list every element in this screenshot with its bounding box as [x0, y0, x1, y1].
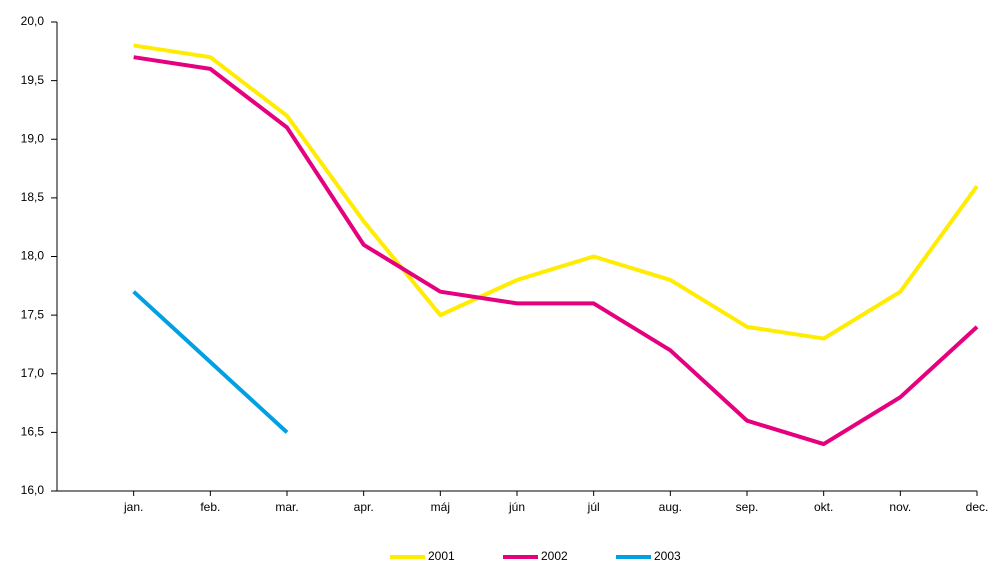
y-tick-label: 19,0 [21, 131, 45, 145]
legend-item: 2003 [616, 549, 681, 563]
y-tick-label: 17,0 [21, 366, 45, 380]
legend-item: 2001 [390, 549, 455, 563]
x-tick-label: apr. [354, 500, 374, 514]
line-series [132, 290, 289, 434]
x-tick-label: nov. [889, 500, 911, 514]
y-tick-label: 18,0 [21, 249, 45, 263]
x-tick-label: mar. [275, 500, 298, 514]
x-tick-label: sep. [736, 500, 759, 514]
line-series [133, 55, 979, 447]
legend-label: 2001 [428, 549, 455, 563]
x-tick-label: aug. [659, 500, 682, 514]
y-tick-label: 20,0 [21, 14, 45, 28]
x-tick-label: jún [508, 500, 525, 514]
x-tick-label: okt. [814, 500, 833, 514]
x-tick-label: júl [587, 500, 600, 514]
y-tick-label: 19,5 [21, 73, 45, 87]
line-series [133, 43, 979, 341]
x-tick-label: jan. [123, 500, 143, 514]
y-tick-label: 18,5 [21, 190, 45, 204]
x-tick-label: máj [431, 500, 450, 514]
x-tick-label: dec. [966, 500, 989, 514]
y-tick-label: 16,5 [21, 425, 45, 439]
y-tick-label: 17,5 [21, 307, 45, 321]
legend-label: 2003 [654, 549, 681, 563]
legend-item: 2002 [503, 549, 568, 563]
legend-label: 2002 [541, 549, 568, 563]
y-tick-label: 16,0 [21, 483, 45, 497]
x-tick-label: feb. [200, 500, 220, 514]
